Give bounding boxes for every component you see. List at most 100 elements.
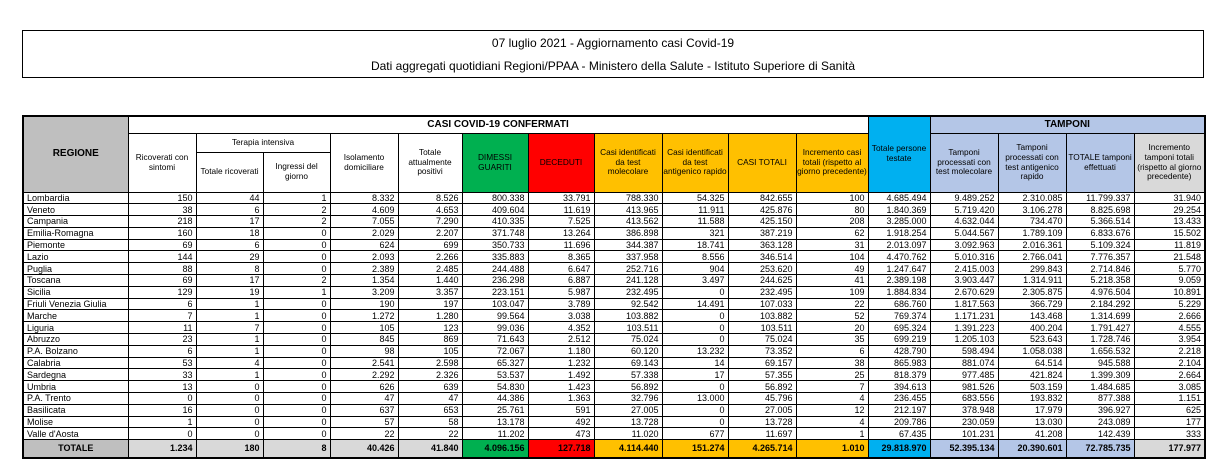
cell-totale-ricoverati: 18: [195, 226, 264, 240]
cell-isolamento-domiciliare: 2.292: [329, 368, 399, 382]
total-label: TOTALE: [22, 439, 129, 459]
cell-casi-test-molecolare: 92.542: [593, 297, 663, 311]
cell-incremento-tamponi: 9.059: [1133, 274, 1206, 287]
cell-ricoverati-con-sintomi: 160: [127, 226, 197, 240]
cell-casi-totali: 73.352: [727, 344, 797, 358]
cell-totale-ricoverati: 6: [195, 238, 264, 252]
region-name: Piemonte: [22, 238, 129, 252]
cell-incremento-tamponi: 10.891: [1133, 285, 1206, 299]
header-casi-totali: CASI TOTALI: [727, 132, 797, 193]
header-totale-persone-testate: Totale persone testate: [867, 115, 931, 193]
region-name: Basilicata: [22, 403, 129, 417]
cell-totale-persone-testate: 4.470.762: [867, 250, 931, 264]
cell-totale-ricoverati: 1: [195, 344, 264, 358]
cell-totale-tamponi: 1.791.427: [1065, 321, 1135, 335]
header-totale-ricoverati: Totale ricoverati: [195, 151, 264, 193]
total-cell-incremento-tamponi: 177.977: [1133, 439, 1206, 459]
cell-casi-test-molecolare: 27.005: [593, 403, 663, 417]
cell-casi-test-antigenico: 677: [661, 427, 729, 441]
cell-casi-test-molecolare: 11.020: [593, 427, 663, 441]
header-dimessi-guariti: DIMESSI GUARITI: [461, 132, 529, 193]
cell-totale-tamponi: 243.089: [1065, 415, 1135, 429]
cell-ingressi-del-giorno: 0: [262, 368, 331, 382]
cell-dimessi-guariti: 44.386: [461, 392, 529, 405]
table-row: Marche 7 1 0 1.272 1.280 99.564 3.038 103.882 0 10…: [22, 309, 1206, 323]
cell-totale-ricoverati: 17: [195, 274, 264, 287]
cell-incremento-casi: 41: [795, 274, 869, 287]
cell-isolamento-domiciliare: 7.055: [329, 215, 399, 228]
cell-totale-persone-testate: 769.374: [867, 309, 931, 323]
cell-tamponi-molecolare: 881.074: [929, 356, 999, 370]
cell-casi-test-antigenico: 17: [661, 368, 729, 382]
cell-ricoverati-con-sintomi: 150: [127, 191, 197, 205]
header-casi-test-molecolare: Casi identificati da test molecolare: [593, 132, 663, 193]
cell-tamponi-molecolare: 5.719.420: [929, 203, 999, 217]
cell-ricoverati-con-sintomi: 1: [127, 415, 197, 429]
cell-totale-ricoverati: 6: [195, 203, 264, 217]
cell-totale-attualmente-positivi: 653: [397, 403, 463, 417]
header-totale-tamponi: TOTALE tamponi effettuati: [1065, 132, 1135, 193]
table-row: Lombardia 150 44 1 8.332 8.526 800.338 33.791 78…: [22, 191, 1206, 205]
cell-totale-persone-testate: 695.324: [867, 321, 931, 335]
cell-casi-test-molecolare: 344.387: [593, 238, 663, 252]
cell-tamponi-molecolare: 230.059: [929, 415, 999, 429]
cell-totale-attualmente-positivi: 8.526: [397, 191, 463, 205]
cell-ingressi-del-giorno: 0: [262, 297, 331, 311]
cell-totale-tamponi: 1.728.746: [1065, 333, 1135, 346]
total-cell-dimessi-guariti: 4.096.156: [461, 439, 529, 459]
cell-ricoverati-con-sintomi: 0: [127, 427, 197, 441]
cell-casi-test-antigenico: 11.588: [661, 215, 729, 228]
table-row: Abruzzo 23 1 0 845 869 71.643 2.512 75.024 0 75.02…: [22, 333, 1206, 346]
cell-totale-ricoverati: 17: [195, 215, 264, 228]
cell-dimessi-guariti: 244.488: [461, 262, 529, 276]
header-regione: REGIONE: [22, 115, 129, 193]
cell-tamponi-antigenico: 503.159: [997, 380, 1067, 394]
header-group-casi-confermati: CASI COVID-19 CONFERMATI: [127, 115, 869, 134]
cell-incremento-tamponi: 2.104: [1133, 356, 1206, 370]
cell-ricoverati-con-sintomi: 69: [127, 274, 197, 287]
cell-tamponi-antigenico: 143.468: [997, 309, 1067, 323]
cell-casi-test-molecolare: 788.330: [593, 191, 663, 205]
header-ricoverati-con-sintomi: Ricoverati con sintomi: [127, 132, 197, 193]
cell-incremento-tamponi: 2.666: [1133, 309, 1206, 323]
cell-deceduti: 1.423: [527, 380, 595, 394]
region-name: Liguria: [22, 321, 129, 335]
header-casi-test-antigenico: Casi identificati da test antigenico rap…: [661, 132, 729, 193]
region-name: Emilia-Romagna: [22, 226, 129, 240]
cell-casi-totali: 57.355: [727, 368, 797, 382]
cell-totale-attualmente-positivi: 869: [397, 333, 463, 346]
cell-incremento-casi: 52: [795, 309, 869, 323]
cell-incremento-tamponi: 3.954: [1133, 333, 1206, 346]
table-row: Sicilia 129 19 1 3.209 3.357 223.151 5.987 232.4…: [22, 285, 1206, 299]
region-name: Sicilia: [22, 285, 129, 299]
header-isolamento-domiciliare: Isolamento domiciliare: [329, 132, 399, 193]
table-row: Sardegna 33 1 0 2.292 2.326 53.537 1.492 57.338 1…: [22, 368, 1206, 382]
cell-casi-test-molecolare: 413.965: [593, 203, 663, 217]
cell-tamponi-antigenico: 17.979: [997, 403, 1067, 417]
cell-ingressi-del-giorno: 0: [262, 415, 331, 429]
cell-incremento-casi: 4: [795, 415, 869, 429]
cell-dimessi-guariti: 25.761: [461, 403, 529, 417]
cell-ricoverati-con-sintomi: 11: [127, 321, 197, 335]
table-row: Umbria 13 0 0 626 639 54.830 1.423 56.892 0 56.892…: [22, 380, 1206, 394]
cell-isolamento-domiciliare: 2.389: [329, 262, 399, 276]
table-row: Piemonte 69 6 0 624 699 350.733 11.696 344.387 18…: [22, 238, 1206, 252]
table-row: Toscana 69 17 2 1.354 1.440 236.298 6.887 241.12…: [22, 274, 1206, 287]
cell-ingressi-del-giorno: 0: [262, 321, 331, 335]
cell-dimessi-guariti: 371.748: [461, 226, 529, 240]
cell-casi-totali: 69.157: [727, 356, 797, 370]
cell-casi-test-antigenico: 13.000: [661, 392, 729, 405]
report-title: 07 luglio 2021 - Aggiornamento casi Covi…: [491, 35, 735, 50]
cell-totale-attualmente-positivi: 2.266: [397, 250, 463, 264]
cell-incremento-tamponi: 4.555: [1133, 321, 1206, 335]
cell-tamponi-molecolare: 9.489.252: [929, 191, 999, 205]
total-cell-ricoverati-con-sintomi: 1.234: [127, 439, 197, 459]
cell-totale-tamponi: 11.799.337: [1065, 191, 1135, 205]
cell-incremento-casi: 100: [795, 191, 869, 205]
cell-totale-attualmente-positivi: 197: [397, 297, 463, 311]
cell-tamponi-molecolare: 2.415.003: [929, 262, 999, 276]
table-row: Calabria 53 4 0 2.541 2.598 65.327 1.232 69.143 1…: [22, 356, 1206, 370]
cell-tamponi-antigenico: 64.514: [997, 356, 1067, 370]
total-cell-casi-test-antigenico: 151.274: [661, 439, 729, 459]
cell-dimessi-guariti: 236.298: [461, 274, 529, 287]
